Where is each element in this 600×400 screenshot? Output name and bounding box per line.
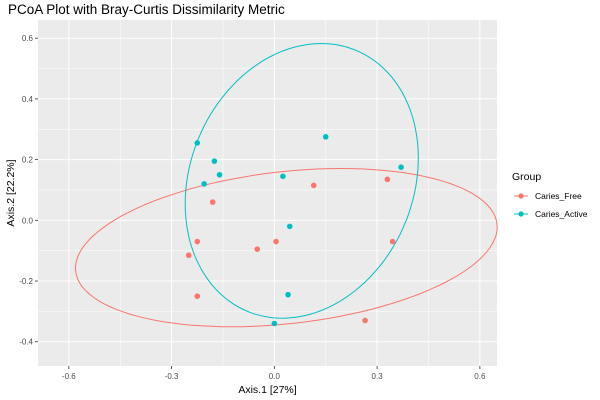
legend-label-caries-active: Caries_Active [535,209,588,219]
point-series-0 [310,182,317,189]
legend-item-caries-free: Caries_Free [512,187,582,205]
y-tick-label: 0.6 [22,34,34,43]
point-series-1 [216,171,223,178]
ellipse-series-0 [74,167,498,328]
point-series-0 [389,238,396,245]
legend-key-dot [518,211,524,217]
confidence-ellipses [74,43,498,328]
point-series-1 [286,223,293,230]
y-tick-label: 0.0 [22,216,34,225]
chart-title: PCoA Plot with Bray-Curtis Dissimilarity… [8,2,285,17]
point-series-0 [384,176,391,183]
plot-panel [38,20,497,366]
x-axis-ticks: -0.6 -0.3 0.0 0.3 0.6 [62,366,486,381]
point-series-1 [201,181,207,187]
point-series-0 [254,246,261,252]
grid-major [38,20,497,366]
ellipse-series-1 [184,43,419,319]
point-series-1 [194,140,201,146]
y-tick-label: 0.4 [22,95,34,104]
x-tick-label: -0.6 [62,372,76,381]
y-axis-title: Axis.2 [22.2%] [5,159,17,226]
legend-key-dot [518,193,524,199]
point-series-0 [185,252,192,259]
point-series-1 [398,164,404,171]
x-tick-label: 0.6 [474,372,486,381]
point-series-1 [322,134,329,140]
x-tick-label: 0.3 [372,372,384,381]
point-series-0 [209,199,216,205]
x-tick-label: -0.3 [165,372,179,381]
x-tick-label: 0.0 [269,372,281,381]
grid-minor [38,20,497,366]
point-series-0 [194,293,201,299]
y-tick-label: -0.4 [19,338,33,347]
data-points [185,134,404,327]
legend: Group Caries_Free Caries_Active [512,171,588,223]
point-series-0 [194,238,201,245]
y-axis-ticks: -0.4 -0.2 0.0 0.2 0.4 0.6 [19,34,38,347]
x-axis-title: Axis.1 [27%] [238,384,296,396]
point-series-1 [280,173,286,180]
y-tick-label: 0.2 [22,156,34,165]
legend-title: Group [512,171,541,183]
legend-label-caries-free: Caries_Free [535,191,582,201]
point-series-1 [271,320,278,327]
point-series-0 [273,238,279,245]
point-series-0 [362,317,368,324]
y-tick-label: -0.2 [19,277,33,286]
legend-item-caries-active: Caries_Active [512,205,588,223]
point-series-1 [285,291,291,298]
point-series-1 [211,158,218,164]
